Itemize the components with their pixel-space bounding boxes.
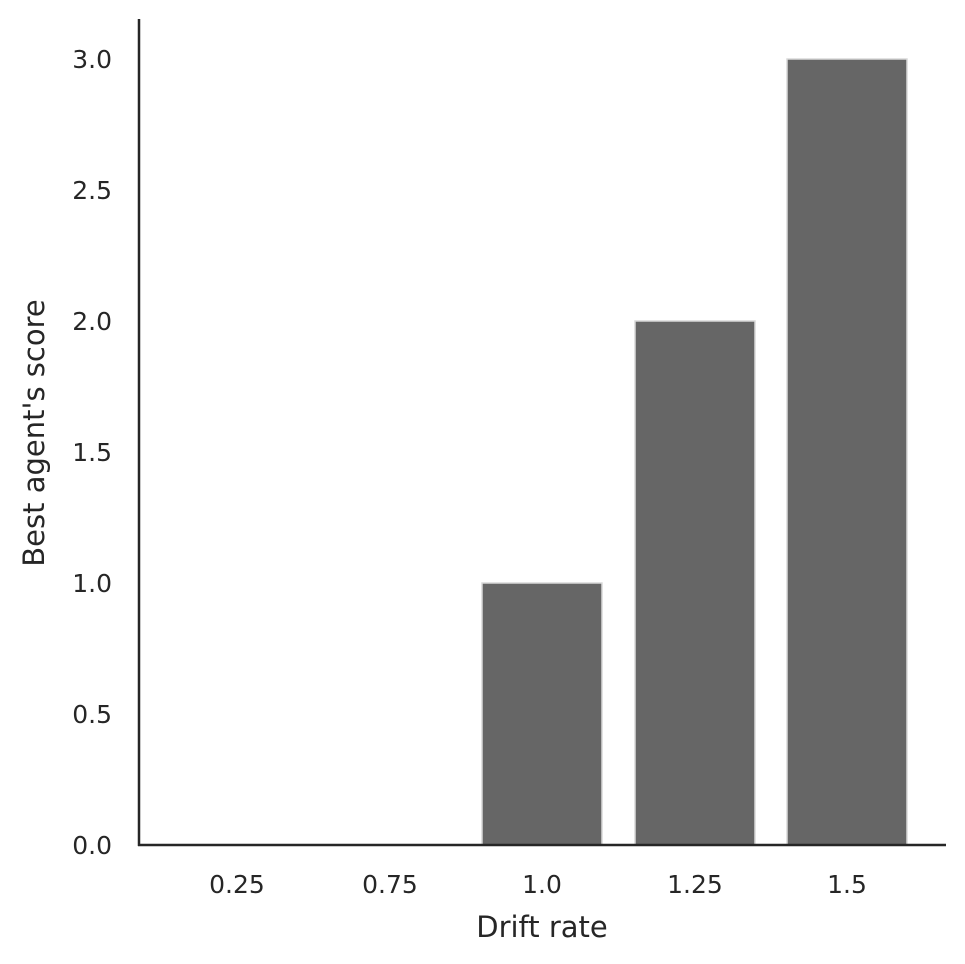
x-tick-label: 1.5 (827, 870, 867, 899)
x-tick-label: 1.0 (522, 870, 562, 899)
x-axis-title: Drift rate (476, 910, 608, 944)
x-tick-label: 1.25 (667, 870, 723, 899)
bar-1.5 (786, 58, 908, 846)
x-tick-labels: 0.25 0.75 1.0 1.25 1.5 (209, 870, 867, 899)
bars-group (481, 58, 908, 846)
x-tick-label: 0.25 (209, 870, 265, 899)
bar-1.0 (481, 582, 603, 846)
y-tick-label: 1.0 (72, 569, 112, 598)
y-tick-label: 0.5 (72, 700, 112, 729)
y-tick-label: 1.5 (72, 438, 112, 467)
y-tick-labels: 0.0 0.5 1.0 1.5 2.0 2.5 3.0 (72, 45, 112, 860)
x-tick-label: 0.75 (362, 870, 418, 899)
y-tick-label: 3.0 (72, 45, 112, 74)
y-axis-title: Best agent's score (17, 299, 51, 566)
y-tick-label: 2.0 (72, 307, 112, 336)
y-tick-label: 0.0 (72, 831, 112, 860)
y-tick-label: 2.5 (72, 176, 112, 205)
bar-1.25 (634, 320, 756, 846)
